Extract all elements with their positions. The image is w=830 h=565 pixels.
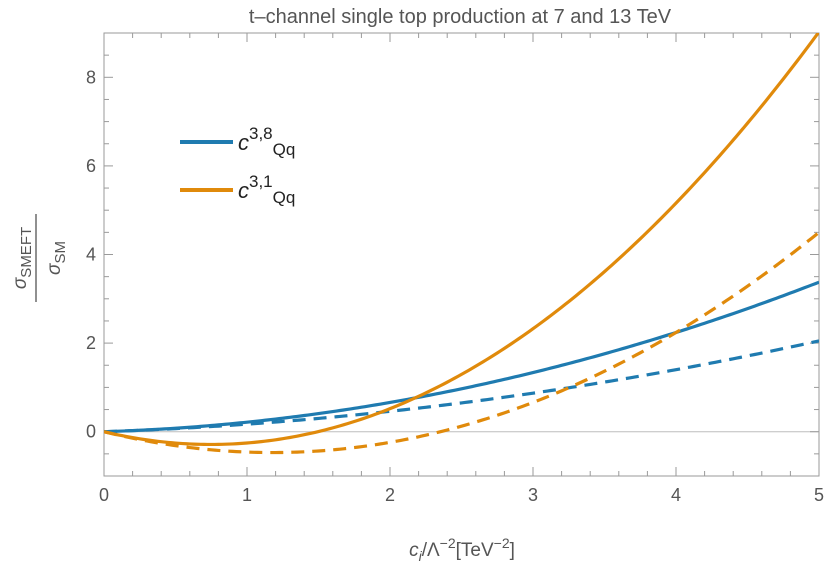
y-axis-label: σSMEFT σSM <box>10 214 69 302</box>
series-line-c31qq-13-tev <box>104 33 819 447</box>
legend: c3,8Qq c3,1Qq <box>180 124 295 207</box>
y-tick-label: 2 <box>86 333 96 353</box>
series-line-c38qq-7-tev <box>104 339 819 434</box>
series-line-c31qq-7-tev <box>104 231 819 455</box>
x-axis-label: ci/Λ−2[TeV−2] <box>409 535 515 564</box>
legend-label-c31: c3,1Qq <box>238 172 295 207</box>
x-tick-label: 5 <box>814 485 824 505</box>
y-tick-label: 4 <box>86 245 96 265</box>
legend-label-c38: c3,8Qq <box>238 124 295 159</box>
axes-layer: 0 1 2 3 4 5 0 2 4 6 8 <box>86 32 824 505</box>
y-axis-label-numerator: σSMEFT <box>10 227 35 289</box>
series-line-c38qq-13-tev <box>104 280 819 434</box>
x-tick-label: 3 <box>528 485 538 505</box>
y-tick-label: 6 <box>86 156 96 176</box>
plot-frame <box>103 32 820 477</box>
series-layer <box>104 33 819 455</box>
x-tick-label: 0 <box>99 485 109 505</box>
x-tick-label: 1 <box>242 485 252 505</box>
y-tick-label: 8 <box>86 67 96 87</box>
x-tick-label: 2 <box>385 485 395 505</box>
y-axis-label-denominator: σSM <box>44 241 69 275</box>
x-tick-label: 4 <box>671 485 681 505</box>
series-group <box>104 33 819 455</box>
chart-title: t–channel single top production at 7 and… <box>249 6 672 28</box>
y-tick-label: 0 <box>86 422 96 442</box>
